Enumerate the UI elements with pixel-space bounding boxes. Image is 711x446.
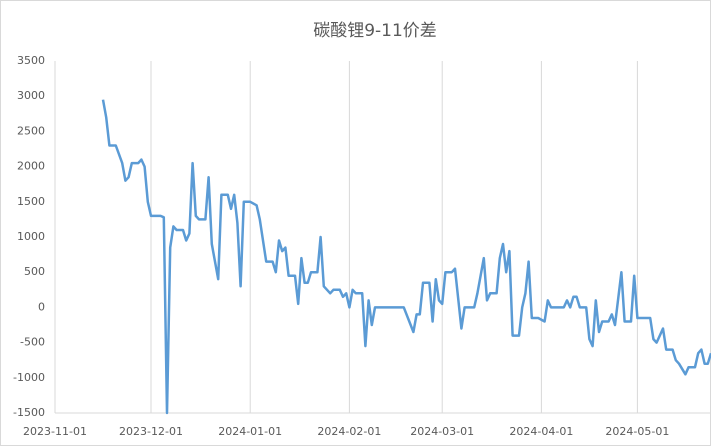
chart-title: 碳酸锂9-11价差	[313, 21, 437, 41]
x-tick-label: 2024-05-01	[605, 425, 669, 438]
line	[101, 99, 711, 415]
x-tick-label: 2024-04-01	[509, 425, 573, 438]
y-tick-label: 1000	[17, 230, 45, 243]
x-tick-label: 2024-01-01	[218, 425, 282, 438]
y-tick-label: 2000	[17, 160, 45, 173]
x-tick-label: 2023-12-01	[119, 425, 183, 438]
y-tick-label: -1500	[13, 406, 45, 419]
y-tick-label: 3500	[17, 54, 45, 67]
y-tick-label: 3000	[17, 89, 45, 102]
y-tick-label: 1500	[17, 195, 45, 208]
y-tick-label: -1000	[13, 371, 45, 384]
x-tick-label: 2023-11-01	[23, 425, 87, 438]
x-tick-label: 2024-03-01	[410, 425, 474, 438]
x-tick-label: 2024-02-01	[317, 425, 381, 438]
y-tick-label: 500	[24, 265, 45, 278]
y-tick-label: 0	[38, 300, 45, 313]
y-tick-label: 2500	[17, 124, 45, 137]
y-tick-label: -500	[20, 336, 45, 349]
